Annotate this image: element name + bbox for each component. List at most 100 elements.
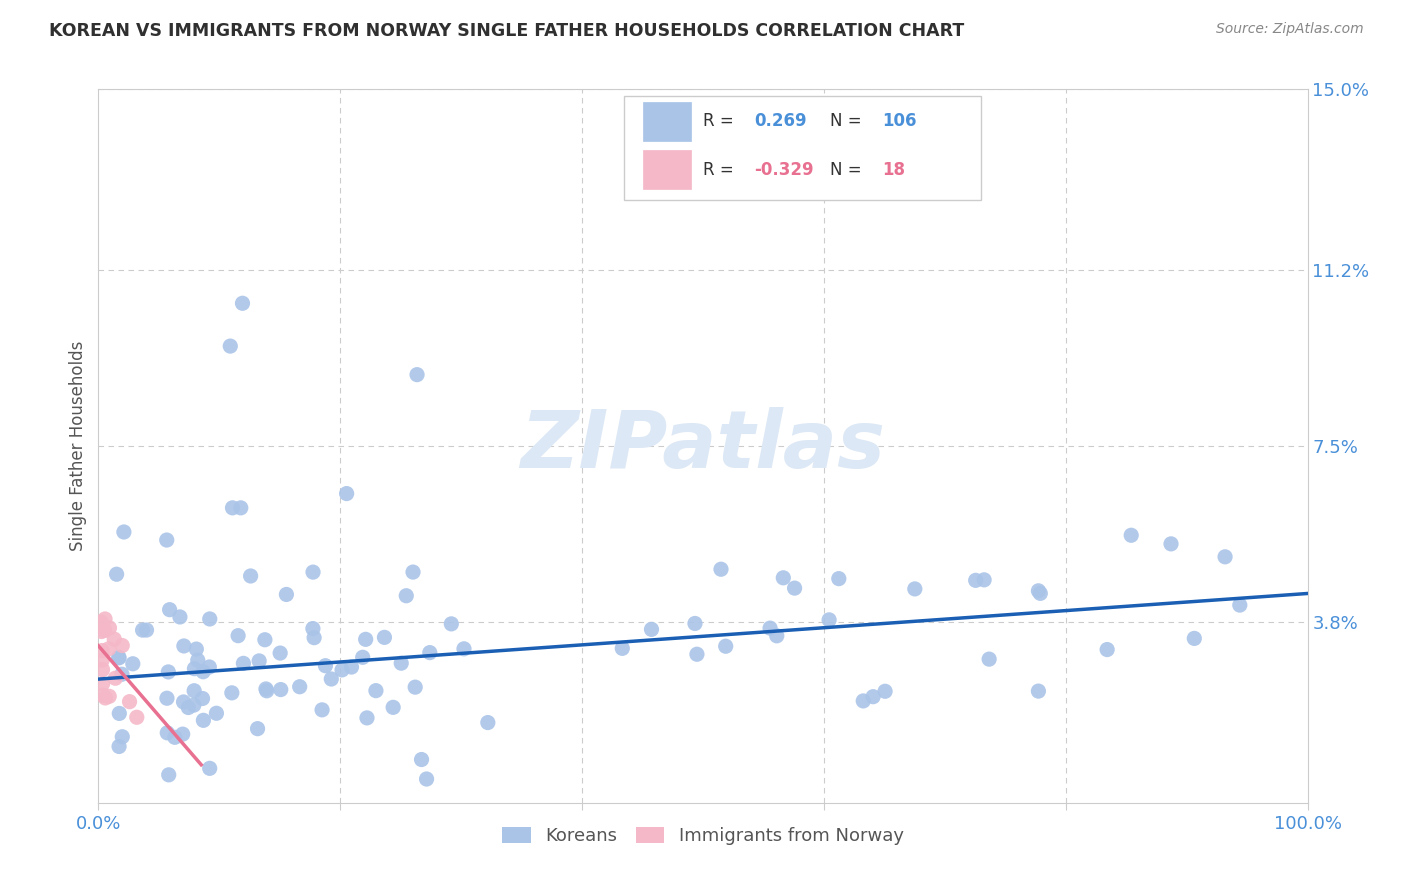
Point [221,500,243,515]
Point [1213,549,1236,564]
Point [253,632,276,647]
Point [1229,598,1251,612]
Point [759,621,782,635]
Point [321,672,343,686]
Point [904,582,927,596]
Point [118,695,141,709]
Point [852,694,875,708]
FancyBboxPatch shape [624,96,981,200]
Point [221,686,243,700]
Point [205,706,228,721]
Point [352,650,374,665]
Point [340,660,363,674]
Text: R =: R = [703,112,734,130]
Point [90,624,112,639]
Text: N =: N = [830,112,862,130]
Point [91,663,114,677]
Point [415,772,437,786]
Point [818,613,841,627]
Point [1095,642,1118,657]
Point [965,574,987,588]
Point [254,681,277,696]
Point [247,654,270,668]
Point [453,641,475,656]
Point [111,639,134,653]
Point [828,572,851,586]
Text: 106: 106 [882,112,917,130]
Point [364,683,387,698]
Point [714,639,737,653]
Point [198,660,221,674]
Point [336,486,359,500]
Point [1182,632,1205,646]
Point [183,662,205,676]
Text: KOREAN VS IMMIGRANTS FROM NORWAY SINGLE FATHER HOUSEHOLDS CORRELATION CHART: KOREAN VS IMMIGRANTS FROM NORWAY SINGLE … [49,22,965,40]
Point [226,629,249,643]
Point [191,691,214,706]
Point [330,663,353,677]
Point [98,621,121,635]
Point [640,623,662,637]
Point [169,610,191,624]
Point [683,616,706,631]
Point [94,612,117,626]
Point [131,623,153,637]
Point [198,761,221,775]
Y-axis label: Single Father Households: Single Father Households [69,341,87,551]
Text: Source: ZipAtlas.com: Source: ZipAtlas.com [1216,22,1364,37]
Point [186,642,208,657]
Point [111,730,134,744]
Point [477,715,499,730]
Point [108,706,131,721]
Text: 0.269: 0.269 [754,112,807,130]
Point [156,726,179,740]
Point [177,700,200,714]
Legend: Koreans, Immigrants from Norway: Koreans, Immigrants from Norway [494,818,912,855]
Point [104,671,127,685]
Point [973,573,995,587]
Point [1029,586,1052,600]
Point [783,581,806,595]
Point [108,739,131,754]
Point [270,682,292,697]
Point [354,632,377,647]
Point [191,665,214,679]
Point [411,752,433,766]
Point [183,698,205,712]
Point [1028,684,1050,698]
Point [288,680,311,694]
Text: N =: N = [830,161,862,178]
Point [103,632,125,647]
Point [239,569,262,583]
Point [406,368,429,382]
Point [156,691,179,706]
Point [183,683,205,698]
Point [373,631,395,645]
Point [93,624,115,638]
Point [402,565,425,579]
FancyBboxPatch shape [643,150,690,189]
Point [356,711,378,725]
Point [97,641,120,656]
Point [91,653,114,667]
Point [382,700,405,714]
Point [193,714,215,728]
Point [710,562,733,576]
Point [612,641,634,656]
Point [256,683,278,698]
Point [1121,528,1143,542]
Point [246,722,269,736]
Point [156,533,179,547]
Point [269,646,291,660]
Point [163,731,186,745]
Point [314,658,336,673]
Point [231,296,253,310]
Text: ZIPatlas: ZIPatlas [520,407,886,485]
Text: -0.329: -0.329 [754,161,814,178]
Point [875,684,897,698]
Point [108,650,131,665]
Text: 18: 18 [882,161,905,178]
Point [311,703,333,717]
Point [187,653,209,667]
Point [686,647,709,661]
